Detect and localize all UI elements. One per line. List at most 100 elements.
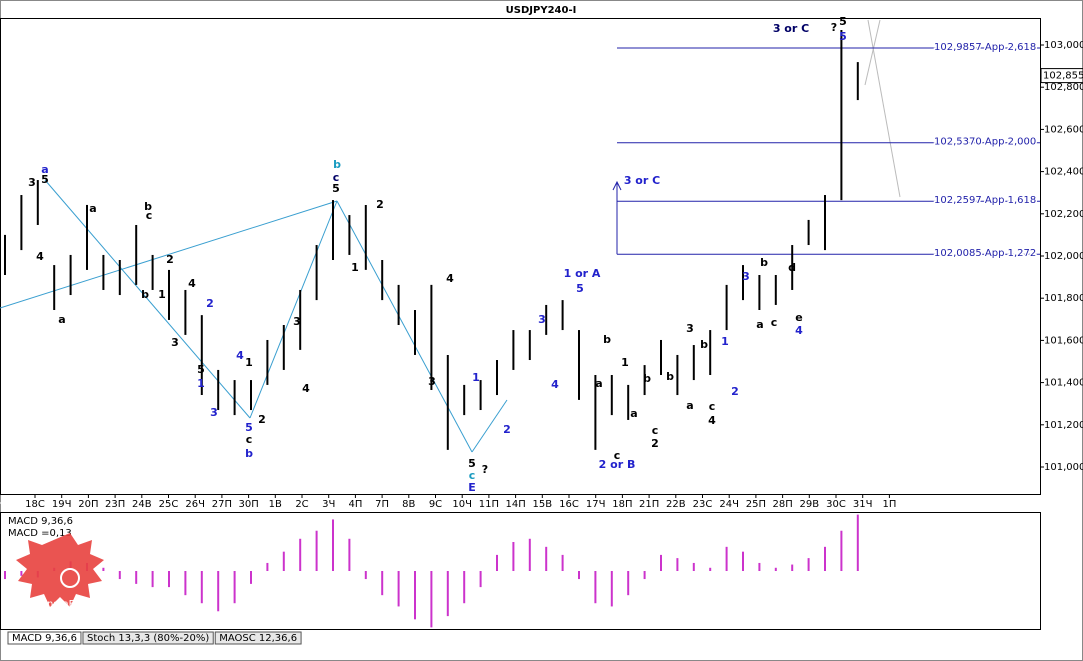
logo: InstaForex — [16, 533, 104, 610]
wave-label: 5 — [245, 421, 253, 434]
wave-label: c — [146, 209, 153, 222]
x-tick-label: 14П — [505, 499, 525, 510]
macd-name: MACD 9,36,6 — [8, 516, 73, 527]
wave-label: 2 — [651, 437, 659, 450]
wave-label: b — [700, 338, 708, 351]
wave-label: 1 — [351, 261, 359, 274]
wave-label: 4 — [795, 324, 803, 337]
x-tick-label: 3Ч — [322, 499, 335, 510]
x-tick-label: 30П — [238, 499, 258, 510]
wave-label: a — [595, 377, 602, 390]
wave-label: 4 — [551, 378, 559, 391]
wave-label: 3 — [428, 375, 436, 388]
x-tick-label: 10Ч — [452, 499, 472, 510]
wave-label: 5 — [468, 457, 476, 470]
y-tick-label: 102,600 — [1044, 124, 1083, 135]
tab[interactable]: Stoch 13,3,3 (80%-20%) — [82, 631, 214, 645]
wave-line — [44, 179, 251, 419]
wave-label: 2 — [206, 297, 214, 310]
wave-label: 5 — [576, 282, 584, 295]
wave-label: a — [686, 399, 693, 412]
wave-label: b — [643, 372, 651, 385]
y-tick-label: 101,600 — [1044, 335, 1083, 346]
wave-label: 1 — [197, 377, 205, 390]
wave-label: 3 — [210, 406, 218, 419]
wave-label: c — [652, 424, 659, 437]
wave-label: 4 — [188, 277, 196, 290]
x-tick-label: 17Ч — [586, 499, 606, 510]
x-tick-label: 22В — [666, 499, 686, 510]
wave-label: 4 — [302, 382, 310, 395]
logo-icon — [60, 568, 80, 588]
tab-label: MAOSC 12,36,6 — [219, 633, 297, 644]
x-tick-label: 18П — [612, 499, 632, 510]
wave-label: 1 — [721, 335, 729, 348]
x-tick-label: 20П — [78, 499, 98, 510]
x-tick-label: 2С — [295, 499, 308, 510]
x-tick-label: 8В — [402, 499, 415, 510]
y-tick-label: 102,400 — [1044, 167, 1083, 178]
wave-label: e — [795, 311, 802, 324]
wave-label: a — [41, 163, 48, 176]
x-tick-label: 21П — [639, 499, 659, 510]
wave-label: 3 — [28, 176, 36, 189]
y-tick-label: 101,000 — [1044, 462, 1083, 473]
wave-label: ? — [831, 21, 837, 34]
logo-text: InstaForex — [44, 599, 96, 610]
wave-label: ? — [482, 463, 488, 476]
chart-title: USDJPY240-I — [506, 5, 577, 16]
y-tick-label: 102,000 — [1044, 251, 1083, 262]
wave-label: a — [58, 313, 65, 326]
wave-label: a — [630, 407, 637, 420]
wave-label: 5 — [332, 182, 340, 195]
x-tick-label: 25П — [746, 499, 766, 510]
wave-label: 4 — [708, 414, 716, 427]
wave-label: 3 — [171, 336, 179, 349]
x-tick-label: 9С — [429, 499, 442, 510]
y-tick-label: 102,200 — [1044, 209, 1083, 220]
wave-label: 2 — [258, 413, 266, 426]
tab-label: Stoch 13,3,3 (80%-20%) — [87, 633, 209, 644]
wave-label: 5 — [197, 363, 205, 376]
tab-box — [214, 631, 302, 645]
tab[interactable]: MACD 9,36,6 — [7, 631, 82, 645]
x-tick-label: 16С — [559, 499, 579, 510]
wave-label: c — [709, 400, 716, 413]
wave-label: a — [89, 202, 96, 215]
wave-label: 1 — [158, 288, 166, 301]
wave-label: 3 — [293, 315, 301, 328]
x-tick-label: 23С — [693, 499, 713, 510]
level-label: 102,5370 App 2,000 — [934, 137, 1036, 148]
wave-label: b — [666, 370, 674, 383]
wave-label: 2 — [376, 198, 384, 211]
y-tick-label: 101,800 — [1044, 293, 1083, 304]
wave-label: 1 — [472, 371, 480, 384]
x-tick-label: 27П — [212, 499, 232, 510]
wave-label: 1 or A — [564, 267, 601, 280]
x-tick-label: 4П — [348, 499, 362, 510]
y-tick-label: 101,200 — [1044, 420, 1083, 431]
x-tick-label: 1П — [882, 499, 896, 510]
current-price-label: 102,855 — [1043, 71, 1083, 82]
wave-label: 2 — [731, 385, 739, 398]
level-label: 102,2597 App 1,618 — [934, 195, 1036, 206]
wave-label: 1 — [245, 356, 253, 369]
tab[interactable]: MAOSC 12,36,6 — [214, 631, 302, 645]
wave-label: 3 or C — [773, 22, 809, 35]
wave-label: 4 — [236, 349, 244, 362]
x-tick-label: 31Ч — [853, 499, 873, 510]
wave-label: 1 — [621, 356, 629, 369]
wave-label: b — [760, 256, 768, 269]
x-tick-label: 15В — [533, 499, 553, 510]
wave-line — [336, 200, 473, 453]
x-tick-label: 18С — [25, 499, 45, 510]
wave-label: b — [333, 158, 341, 171]
wave-label: c — [614, 449, 621, 462]
wave-label: 4 — [446, 272, 454, 285]
wave-label: 2 — [503, 423, 511, 436]
tab-label: MACD 9,36,6 — [12, 633, 77, 644]
wave-label: d — [788, 261, 796, 274]
wave-label: c — [771, 316, 778, 329]
wave-line — [0, 200, 338, 309]
